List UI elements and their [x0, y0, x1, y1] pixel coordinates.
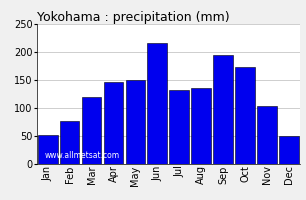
- Text: www.allmetsat.com: www.allmetsat.com: [45, 151, 120, 160]
- Bar: [191, 88, 211, 164]
- Bar: [170, 90, 189, 164]
- Text: Yokohama : precipitation (mm): Yokohama : precipitation (mm): [37, 11, 229, 24]
- Bar: [147, 43, 167, 164]
- Bar: [279, 136, 299, 164]
- Bar: [213, 55, 233, 164]
- Bar: [257, 106, 277, 164]
- Bar: [125, 80, 145, 164]
- Bar: [60, 121, 80, 164]
- Bar: [82, 97, 101, 164]
- Bar: [104, 82, 123, 164]
- Bar: [38, 135, 58, 164]
- Bar: [235, 67, 255, 164]
